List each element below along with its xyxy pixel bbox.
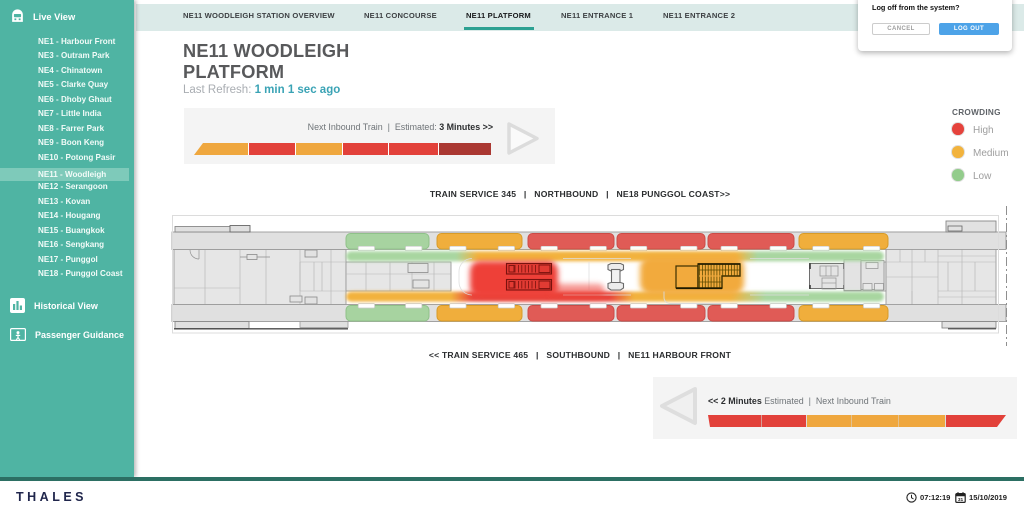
- svg-text:31: 31: [958, 497, 964, 503]
